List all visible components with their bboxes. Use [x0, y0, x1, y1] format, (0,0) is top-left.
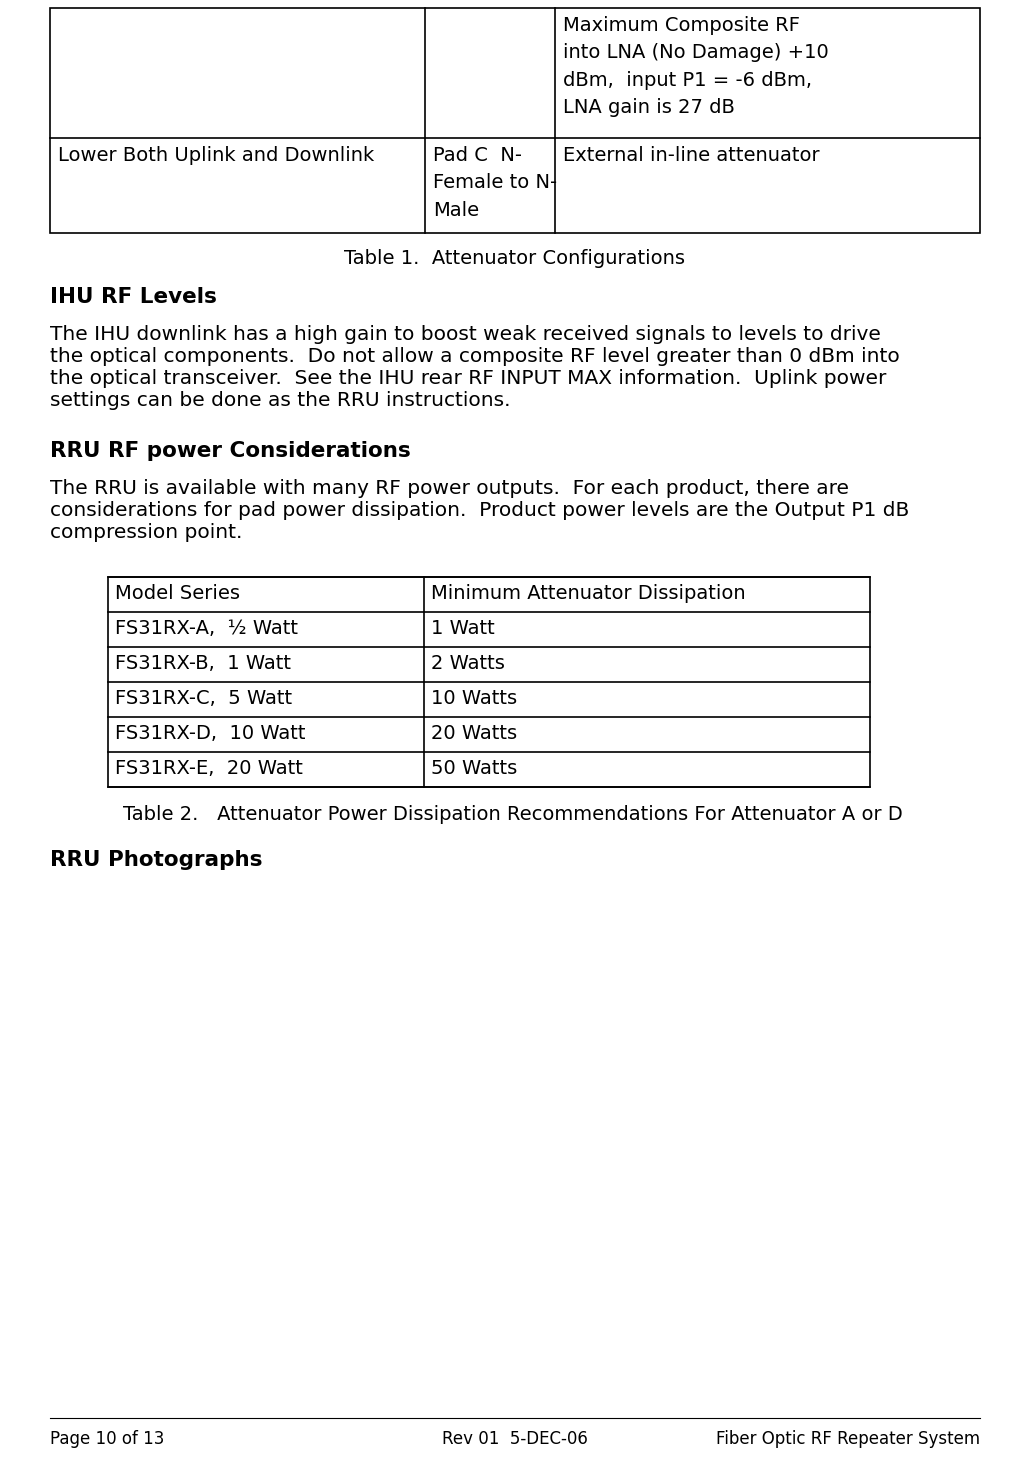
Text: RRU Photographs: RRU Photographs	[50, 849, 263, 870]
Text: the optical components.  Do not allow a composite RF level greater than 0 dBm in: the optical components. Do not allow a c…	[50, 346, 900, 366]
Text: External in-line attenuator: External in-line attenuator	[563, 146, 820, 165]
Text: Model Series: Model Series	[115, 583, 240, 602]
Text: Table 1.  Attenuator Configurations: Table 1. Attenuator Configurations	[344, 249, 686, 268]
Text: Lower Both Uplink and Downlink: Lower Both Uplink and Downlink	[58, 146, 374, 165]
Text: 50 Watts: 50 Watts	[431, 759, 517, 778]
Text: FS31RX-C,  5 Watt: FS31RX-C, 5 Watt	[115, 689, 293, 708]
Text: Maximum Composite RF
into LNA (No Damage) +10
dBm,  input P1 = -6 dBm,
LNA gain : Maximum Composite RF into LNA (No Damage…	[563, 16, 829, 117]
Text: Pad C  N-
Female to N-
Male: Pad C N- Female to N- Male	[433, 146, 557, 219]
Text: FS31RX-D,  10 Watt: FS31RX-D, 10 Watt	[115, 724, 306, 743]
Text: Minimum Attenuator Dissipation: Minimum Attenuator Dissipation	[431, 583, 746, 602]
Text: 20 Watts: 20 Watts	[431, 724, 517, 743]
Text: FS31RX-A,  ½ Watt: FS31RX-A, ½ Watt	[115, 618, 298, 637]
Text: compression point.: compression point.	[50, 523, 242, 542]
Text: Table 2.   Attenuator Power Dissipation Recommendations For Attenuator A or D: Table 2. Attenuator Power Dissipation Re…	[123, 806, 902, 825]
Text: The RRU is available with many RF power outputs.  For each product, there are: The RRU is available with many RF power …	[50, 480, 849, 499]
Text: the optical transceiver.  See the IHU rear RF INPUT MAX information.  Uplink pow: the optical transceiver. See the IHU rea…	[50, 368, 887, 387]
Text: 10 Watts: 10 Watts	[431, 689, 517, 708]
Text: The IHU downlink has a high gain to boost weak received signals to levels to dri: The IHU downlink has a high gain to boos…	[50, 325, 881, 344]
Text: settings can be done as the RRU instructions.: settings can be done as the RRU instruct…	[50, 390, 511, 409]
Text: 1 Watt: 1 Watt	[431, 618, 494, 637]
Bar	[50, 7, 980, 232]
Text: Rev 01  5-DEC-06: Rev 01 5-DEC-06	[442, 1430, 588, 1447]
Text: Page 10 of 13: Page 10 of 13	[50, 1430, 165, 1447]
Text: IHU RF Levels: IHU RF Levels	[50, 287, 217, 307]
Text: FS31RX-B,  1 Watt: FS31RX-B, 1 Watt	[115, 654, 291, 673]
Bar	[108, 577, 870, 787]
Text: 2 Watts: 2 Watts	[431, 654, 505, 673]
Text: considerations for pad power dissipation.  Product power levels are the Output P: considerations for pad power dissipation…	[50, 501, 909, 520]
Text: Fiber Optic RF Repeater System: Fiber Optic RF Repeater System	[716, 1430, 980, 1447]
Text: FS31RX-E,  20 Watt: FS31RX-E, 20 Watt	[115, 759, 303, 778]
Text: RRU RF power Considerations: RRU RF power Considerations	[50, 442, 411, 461]
